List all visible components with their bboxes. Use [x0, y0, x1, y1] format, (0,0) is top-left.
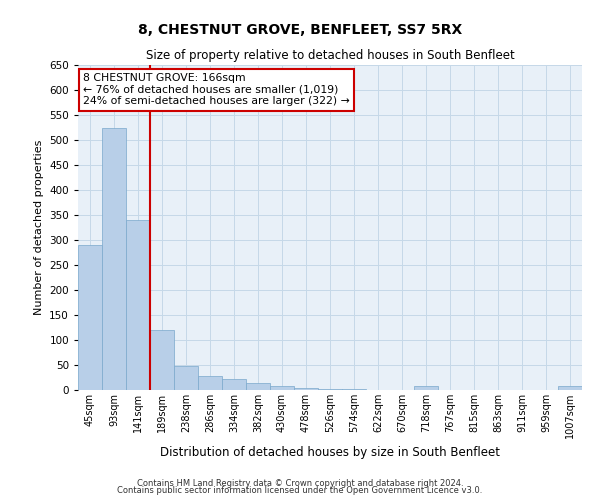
Bar	[126, 220, 150, 390]
Text: 8 CHESTNUT GROVE: 166sqm
← 76% of detached houses are smaller (1,019)
24% of sem: 8 CHESTNUT GROVE: 166sqm ← 76% of detach…	[83, 73, 350, 106]
Bar	[414, 386, 438, 390]
Bar	[558, 386, 582, 390]
Bar	[222, 379, 246, 390]
Text: 8, CHESTNUT GROVE, BENFLEET, SS7 5RX: 8, CHESTNUT GROVE, BENFLEET, SS7 5RX	[138, 22, 462, 36]
Bar	[342, 388, 366, 390]
Title: Size of property relative to detached houses in South Benfleet: Size of property relative to detached ho…	[146, 50, 514, 62]
Y-axis label: Number of detached properties: Number of detached properties	[34, 140, 44, 315]
Bar	[270, 386, 294, 390]
Bar	[78, 245, 102, 390]
Bar	[102, 128, 126, 390]
Bar	[174, 366, 198, 390]
X-axis label: Distribution of detached houses by size in South Benfleet: Distribution of detached houses by size …	[160, 446, 500, 460]
Bar	[246, 382, 270, 390]
Bar	[318, 388, 342, 390]
Text: Contains HM Land Registry data © Crown copyright and database right 2024.: Contains HM Land Registry data © Crown c…	[137, 478, 463, 488]
Text: Contains public sector information licensed under the Open Government Licence v3: Contains public sector information licen…	[118, 486, 482, 495]
Bar	[150, 330, 174, 390]
Bar	[294, 388, 318, 390]
Bar	[198, 376, 222, 390]
